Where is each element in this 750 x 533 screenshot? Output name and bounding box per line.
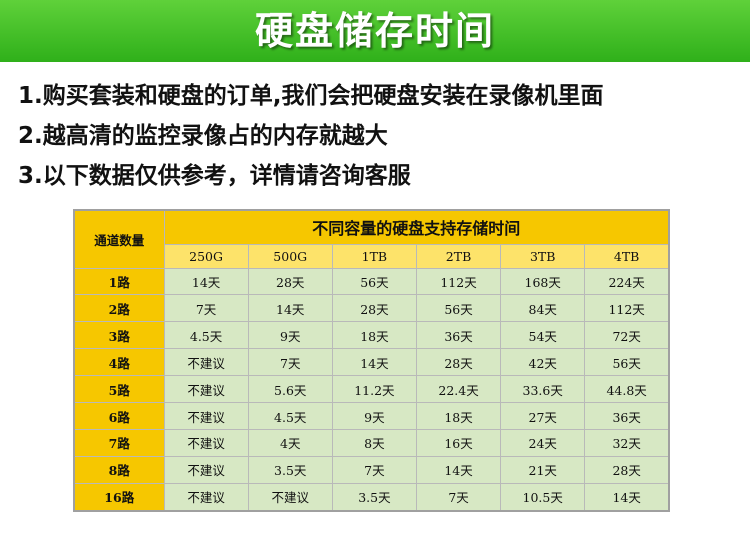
storage-time-cell: 不建议 (163, 402, 249, 431)
storage-time-cell: 14天 (331, 348, 417, 377)
title-banner (0, 0, 750, 62)
note-item: 1.购买套装和硬盘的订单,我们会把硬盘安装在录像机里面 (18, 83, 604, 109)
storage-time-cell: 32天 (584, 429, 670, 457)
channel-label: 4路 (73, 348, 165, 377)
table-row: 7路 不建议 4天 8天 16天 24天 32天 (73, 429, 670, 457)
storage-time-cell: 不建议 (163, 482, 249, 512)
storage-time-cell: 不建议 (163, 429, 249, 457)
storage-time-cell: 4天 (247, 429, 333, 457)
storage-time-cell: 14天 (247, 294, 333, 323)
storage-time-cell: 36天 (584, 402, 670, 431)
storage-time-cell: 不建议 (163, 375, 249, 404)
storage-time-table: 通道数量 不同容量的硬盘支持存储时间 250G 500G 1TB 2TB 3TB 4TB … (73, 209, 670, 512)
storage-time-cell: 224天 (584, 267, 670, 296)
capacity-group-header: 不同容量的硬盘支持存储时间 (163, 209, 670, 245)
storage-time-cell: 28天 (247, 267, 333, 296)
channel-label: 8路 (73, 455, 165, 484)
storage-time-cell: 22.4天 (415, 375, 502, 404)
storage-time-cell: 不建议 (163, 348, 249, 377)
table-row: 2路 7天 14天 28天 56天 84天 112天 (73, 294, 670, 323)
table-row: 8路 不建议 3.5天 7天 14天 21天 28天 (73, 455, 670, 484)
storage-time-cell: 不建议 (247, 482, 333, 512)
storage-time-cell: 28天 (584, 455, 670, 484)
table-row: 5路 不建议 5.6天 11.2天 22.4天 33.6天 44.8天 (73, 375, 670, 404)
table-row: 4路 不建议 7天 14天 28天 42天 56天 (73, 348, 670, 377)
capacity-header: 3TB (500, 243, 586, 269)
storage-time-cell: 8天 (331, 429, 417, 457)
storage-time-cell: 4.5天 (247, 402, 333, 431)
channel-label: 3路 (73, 321, 165, 350)
note-item: 2.越高清的监控录像占的内存就越大 (18, 123, 388, 149)
storage-time-cell: 44.8天 (584, 375, 670, 404)
storage-time-cell: 56天 (584, 348, 670, 377)
page-title: 硬盘储存时间 (254, 9, 495, 53)
storage-time-cell: 28天 (415, 348, 502, 377)
storage-time-cell: 21天 (500, 455, 586, 484)
table-body: 1路 14天 28天 56天 112天 168天 224天 2路 7天 14天 28天 56天 84天 1… (73, 267, 670, 512)
channel-label: 1路 (73, 267, 165, 296)
storage-time-cell: 11.2天 (331, 375, 417, 404)
capacity-header: 500G (247, 243, 333, 269)
storage-time-cell: 7天 (247, 348, 333, 377)
storage-time-cell: 14天 (415, 455, 502, 484)
storage-time-cell: 14天 (163, 267, 249, 296)
storage-time-cell: 42天 (500, 348, 586, 377)
capacity-header: 2TB (415, 243, 502, 269)
storage-time-cell: 16天 (415, 429, 502, 457)
storage-time-cell: 14天 (584, 482, 670, 512)
storage-time-cell: 9天 (247, 321, 333, 350)
storage-time-cell: 7天 (163, 294, 249, 323)
channel-label: 5路 (73, 375, 165, 404)
channel-label: 16路 (73, 482, 165, 512)
storage-time-cell: 24天 (500, 429, 586, 457)
storage-table-wrapper: 通道数量 不同容量的硬盘支持存储时间 250G 500G 1TB 2TB 3TB 4TB … (73, 209, 670, 512)
storage-time-cell: 72天 (584, 321, 670, 350)
storage-time-cell: 7天 (415, 482, 502, 512)
storage-time-cell: 112天 (415, 267, 502, 296)
capacity-header: 1TB (331, 243, 417, 269)
notes-list: 1.购买套装和硬盘的订单,我们会把硬盘安装在录像机里面 2.越高清的监控录像占的… (18, 76, 738, 196)
storage-time-cell: 7天 (331, 455, 417, 484)
channel-label: 2路 (73, 294, 165, 323)
table-row: 6路 不建议 4.5天 9天 18天 27天 36天 (73, 402, 670, 431)
storage-time-cell: 18天 (331, 321, 417, 350)
storage-time-cell: 33.6天 (500, 375, 586, 404)
storage-time-cell: 112天 (584, 294, 670, 323)
note-item: 3.以下数据仅供参考，详情请咨询客服 (18, 163, 411, 189)
storage-time-cell: 36天 (415, 321, 502, 350)
storage-time-cell: 不建议 (163, 455, 249, 484)
storage-time-cell: 3.5天 (247, 455, 333, 484)
table-row: 1路 14天 28天 56天 112天 168天 224天 (73, 267, 670, 296)
channel-label: 7路 (73, 429, 165, 457)
capacity-header: 250G (163, 243, 249, 269)
storage-time-cell: 84天 (500, 294, 586, 323)
storage-time-cell: 10.5天 (500, 482, 586, 512)
capacity-header: 4TB (584, 243, 670, 269)
storage-time-cell: 18天 (415, 402, 502, 431)
table-row: 3路 4.5天 9天 18天 36天 54天 72天 (73, 321, 670, 350)
channel-count-header: 通道数量 (73, 209, 165, 269)
storage-time-cell: 4.5天 (163, 321, 249, 350)
storage-time-cell: 27天 (500, 402, 586, 431)
storage-time-cell: 9天 (331, 402, 417, 431)
storage-time-cell: 28天 (331, 294, 417, 323)
table-row: 16路 不建议 不建议 3.5天 7天 10.5天 14天 (73, 482, 670, 512)
storage-time-cell: 5.6天 (247, 375, 333, 404)
storage-time-cell: 54天 (500, 321, 586, 350)
storage-time-cell: 168天 (500, 267, 586, 296)
channel-label: 6路 (73, 402, 165, 431)
storage-time-cell: 56天 (331, 267, 417, 296)
storage-time-cell: 56天 (415, 294, 502, 323)
storage-time-cell: 3.5天 (331, 482, 417, 512)
capacity-header-row: 250G 500G 1TB 2TB 3TB 4TB (74, 243, 670, 269)
